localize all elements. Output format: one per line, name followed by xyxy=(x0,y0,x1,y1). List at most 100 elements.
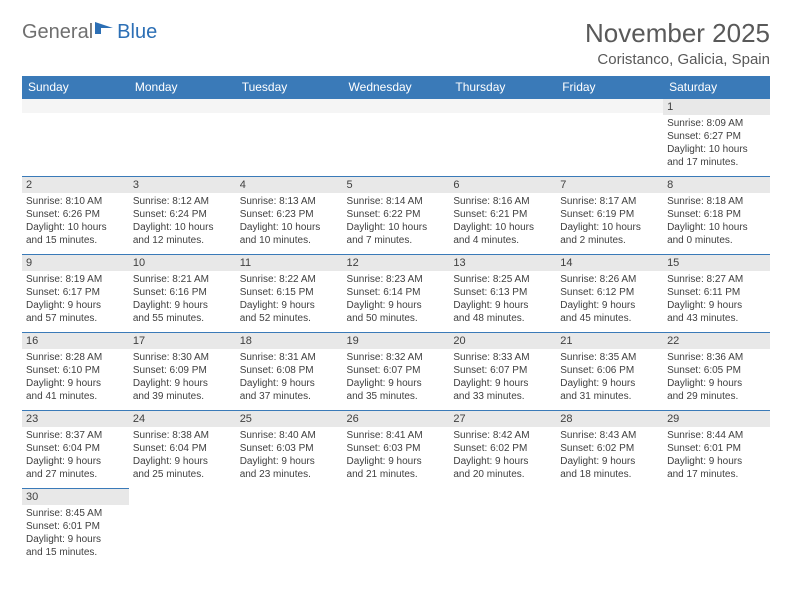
daylight-text2: and 33 minutes. xyxy=(453,390,552,403)
week-row: 23Sunrise: 8:37 AMSunset: 6:04 PMDayligh… xyxy=(22,410,770,488)
weekday-header-row: Sunday Monday Tuesday Wednesday Thursday… xyxy=(22,76,770,98)
day-details: Sunrise: 8:26 AMSunset: 6:12 PMDaylight:… xyxy=(556,271,663,329)
day-cell: 3Sunrise: 8:12 AMSunset: 6:24 PMDaylight… xyxy=(129,176,236,254)
day-details: Sunrise: 8:14 AMSunset: 6:22 PMDaylight:… xyxy=(343,193,450,251)
sunrise-text: Sunrise: 8:19 AM xyxy=(26,273,125,286)
daylight-text2: and 57 minutes. xyxy=(26,312,125,325)
daylight-text2: and 15 minutes. xyxy=(26,546,125,559)
daylight-text: Daylight: 9 hours xyxy=(133,377,232,390)
day-details: Sunrise: 8:13 AMSunset: 6:23 PMDaylight:… xyxy=(236,193,343,251)
day-details: Sunrise: 8:16 AMSunset: 6:21 PMDaylight:… xyxy=(449,193,556,251)
day-details: Sunrise: 8:27 AMSunset: 6:11 PMDaylight:… xyxy=(663,271,770,329)
sunset-text: Sunset: 6:21 PM xyxy=(453,208,552,221)
daylight-text2: and 41 minutes. xyxy=(26,390,125,403)
sunset-text: Sunset: 6:16 PM xyxy=(133,286,232,299)
day-cell xyxy=(663,488,770,566)
day-cell: 30Sunrise: 8:45 AMSunset: 6:01 PMDayligh… xyxy=(22,488,129,566)
daylight-text: Daylight: 9 hours xyxy=(26,377,125,390)
day-cell: 10Sunrise: 8:21 AMSunset: 6:16 PMDayligh… xyxy=(129,254,236,332)
logo-part2: Blue xyxy=(117,21,157,44)
daylight-text2: and 48 minutes. xyxy=(453,312,552,325)
day-cell: 28Sunrise: 8:43 AMSunset: 6:02 PMDayligh… xyxy=(556,410,663,488)
sunset-text: Sunset: 6:14 PM xyxy=(347,286,446,299)
day-number: 9 xyxy=(22,254,129,271)
day-cell xyxy=(236,488,343,566)
day-cell xyxy=(22,98,129,176)
sunset-text: Sunset: 6:07 PM xyxy=(347,364,446,377)
sunrise-text: Sunrise: 8:09 AM xyxy=(667,117,766,130)
sunrise-text: Sunrise: 8:12 AM xyxy=(133,195,232,208)
day-cell: 29Sunrise: 8:44 AMSunset: 6:01 PMDayligh… xyxy=(663,410,770,488)
daylight-text: Daylight: 9 hours xyxy=(240,377,339,390)
sunset-text: Sunset: 6:12 PM xyxy=(560,286,659,299)
sunset-text: Sunset: 6:02 PM xyxy=(560,442,659,455)
day-details: Sunrise: 8:40 AMSunset: 6:03 PMDaylight:… xyxy=(236,427,343,485)
day-details: Sunrise: 8:31 AMSunset: 6:08 PMDaylight:… xyxy=(236,349,343,407)
daylight-text: Daylight: 9 hours xyxy=(133,299,232,312)
day-details: Sunrise: 8:23 AMSunset: 6:14 PMDaylight:… xyxy=(343,271,450,329)
day-number: 3 xyxy=(129,176,236,193)
month-title: November 2025 xyxy=(585,18,770,49)
sunrise-text: Sunrise: 8:35 AM xyxy=(560,351,659,364)
sunrise-text: Sunrise: 8:44 AM xyxy=(667,429,766,442)
day-cell: 21Sunrise: 8:35 AMSunset: 6:06 PMDayligh… xyxy=(556,332,663,410)
sunrise-text: Sunrise: 8:10 AM xyxy=(26,195,125,208)
day-details: Sunrise: 8:32 AMSunset: 6:07 PMDaylight:… xyxy=(343,349,450,407)
daylight-text2: and 27 minutes. xyxy=(26,468,125,481)
day-cell xyxy=(129,488,236,566)
day-details: Sunrise: 8:37 AMSunset: 6:04 PMDaylight:… xyxy=(22,427,129,485)
sunrise-text: Sunrise: 8:23 AM xyxy=(347,273,446,286)
day-details: Sunrise: 8:33 AMSunset: 6:07 PMDaylight:… xyxy=(449,349,556,407)
day-details: Sunrise: 8:22 AMSunset: 6:15 PMDaylight:… xyxy=(236,271,343,329)
day-cell: 13Sunrise: 8:25 AMSunset: 6:13 PMDayligh… xyxy=(449,254,556,332)
sunset-text: Sunset: 6:06 PM xyxy=(560,364,659,377)
day-number: 18 xyxy=(236,332,343,349)
day-cell xyxy=(556,488,663,566)
day-number: 17 xyxy=(129,332,236,349)
sunrise-text: Sunrise: 8:25 AM xyxy=(453,273,552,286)
sunset-text: Sunset: 6:01 PM xyxy=(667,442,766,455)
day-number: 6 xyxy=(449,176,556,193)
daylight-text: Daylight: 9 hours xyxy=(453,299,552,312)
daylight-text: Daylight: 9 hours xyxy=(26,533,125,546)
day-details: Sunrise: 8:44 AMSunset: 6:01 PMDaylight:… xyxy=(663,427,770,485)
day-number xyxy=(556,98,663,113)
sunset-text: Sunset: 6:05 PM xyxy=(667,364,766,377)
day-cell xyxy=(556,98,663,176)
sunrise-text: Sunrise: 8:38 AM xyxy=(133,429,232,442)
day-cell: 26Sunrise: 8:41 AMSunset: 6:03 PMDayligh… xyxy=(343,410,450,488)
sunrise-text: Sunrise: 8:40 AM xyxy=(240,429,339,442)
day-number: 13 xyxy=(449,254,556,271)
sunrise-text: Sunrise: 8:30 AM xyxy=(133,351,232,364)
sunrise-text: Sunrise: 8:32 AM xyxy=(347,351,446,364)
daylight-text2: and 2 minutes. xyxy=(560,234,659,247)
sunset-text: Sunset: 6:15 PM xyxy=(240,286,339,299)
day-details: Sunrise: 8:38 AMSunset: 6:04 PMDaylight:… xyxy=(129,427,236,485)
day-number: 27 xyxy=(449,410,556,427)
day-details: Sunrise: 8:12 AMSunset: 6:24 PMDaylight:… xyxy=(129,193,236,251)
daylight-text: Daylight: 9 hours xyxy=(560,299,659,312)
day-cell: 19Sunrise: 8:32 AMSunset: 6:07 PMDayligh… xyxy=(343,332,450,410)
daylight-text: Daylight: 9 hours xyxy=(347,377,446,390)
sunrise-text: Sunrise: 8:13 AM xyxy=(240,195,339,208)
weekday-header: Wednesday xyxy=(343,76,450,98)
sunset-text: Sunset: 6:18 PM xyxy=(667,208,766,221)
sunset-text: Sunset: 6:27 PM xyxy=(667,130,766,143)
daylight-text2: and 35 minutes. xyxy=(347,390,446,403)
day-cell xyxy=(449,98,556,176)
day-cell: 7Sunrise: 8:17 AMSunset: 6:19 PMDaylight… xyxy=(556,176,663,254)
sunrise-text: Sunrise: 8:31 AM xyxy=(240,351,339,364)
daylight-text2: and 20 minutes. xyxy=(453,468,552,481)
daylight-text: Daylight: 9 hours xyxy=(133,455,232,468)
daylight-text: Daylight: 9 hours xyxy=(667,377,766,390)
day-details: Sunrise: 8:25 AMSunset: 6:13 PMDaylight:… xyxy=(449,271,556,329)
day-details: Sunrise: 8:41 AMSunset: 6:03 PMDaylight:… xyxy=(343,427,450,485)
day-details: Sunrise: 8:28 AMSunset: 6:10 PMDaylight:… xyxy=(22,349,129,407)
day-number xyxy=(343,98,450,113)
header: General Blue November 2025 Coristanco, G… xyxy=(22,18,770,68)
day-details: Sunrise: 8:30 AMSunset: 6:09 PMDaylight:… xyxy=(129,349,236,407)
sunset-text: Sunset: 6:02 PM xyxy=(453,442,552,455)
week-row: 2Sunrise: 8:10 AMSunset: 6:26 PMDaylight… xyxy=(22,176,770,254)
calendar-body: 1Sunrise: 8:09 AMSunset: 6:27 PMDaylight… xyxy=(22,98,770,566)
daylight-text2: and 21 minutes. xyxy=(347,468,446,481)
